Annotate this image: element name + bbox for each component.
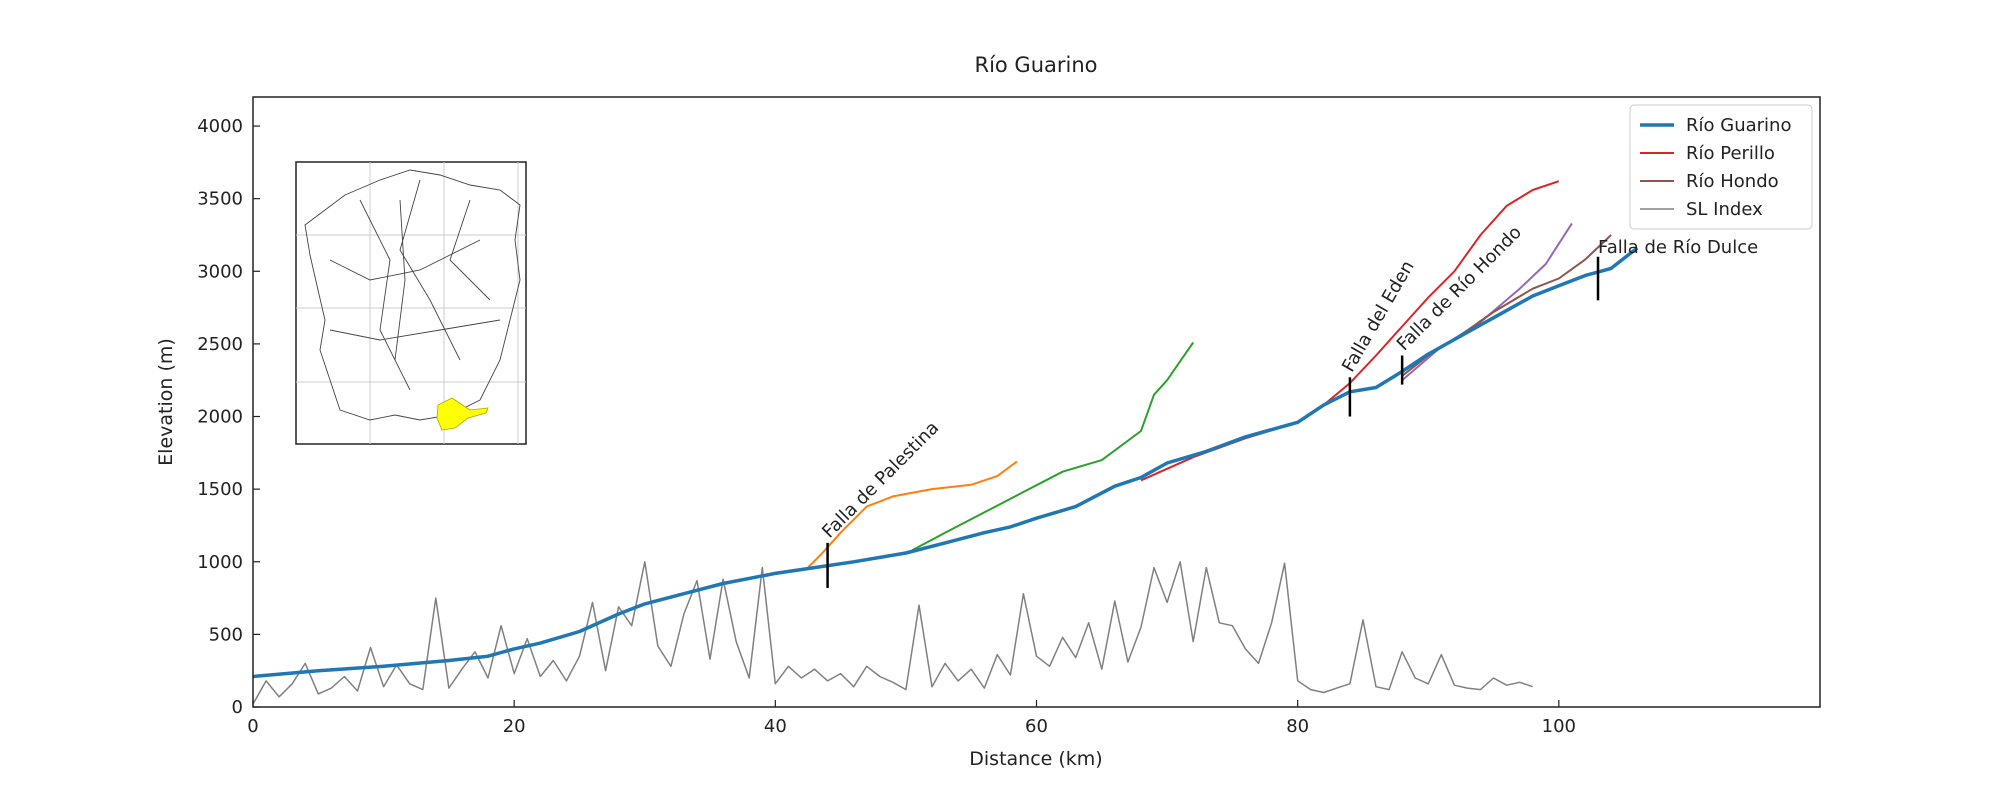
y-tick-label: 1000 [197,552,243,573]
legend-label: SL Index [1686,199,1763,220]
annotation: Falla de Río Dulce [1598,237,1758,258]
annotation: Falla de Palestina [818,417,943,542]
series-line [252,561,1533,705]
legend-label: Río Hondo [1686,171,1779,192]
x-tick-label: 0 [247,716,258,737]
x-tick-label: 80 [1286,716,1309,737]
y-tick-label: 3500 [197,189,243,210]
inset-map [295,161,527,445]
legend-box [1629,104,1813,230]
x-tick-label: 40 [764,716,787,737]
plot-frame [252,96,1821,708]
y-tick-label: 500 [209,624,243,645]
series-line [252,246,1639,679]
legend: Río Guarino Río Perillo Río Hondo SL Index [1629,104,1813,230]
y-tick-label: 2500 [197,334,243,355]
y-tick-label: 4000 [197,116,243,137]
legend-label: Río Guarino [1686,115,1791,136]
annotation: Falla del Eden [1338,257,1419,376]
y-tick-label: 3000 [197,261,243,282]
y-axis-label: Elevation (m) [155,338,177,466]
y-tick-label: 2000 [197,407,243,428]
series-line [1140,180,1560,482]
chart-title: Río Guarino [974,53,1097,77]
x-tick-label: 20 [503,716,526,737]
legend-label: Río Perillo [1686,143,1775,164]
x-axis-label: Distance (km) [969,748,1102,770]
x-tick-label: 60 [1025,716,1048,737]
series-line [911,341,1195,551]
y-tick-label: 1500 [197,479,243,500]
y-tick-label: 0 [232,697,243,718]
x-tick-label: 100 [1542,716,1576,737]
